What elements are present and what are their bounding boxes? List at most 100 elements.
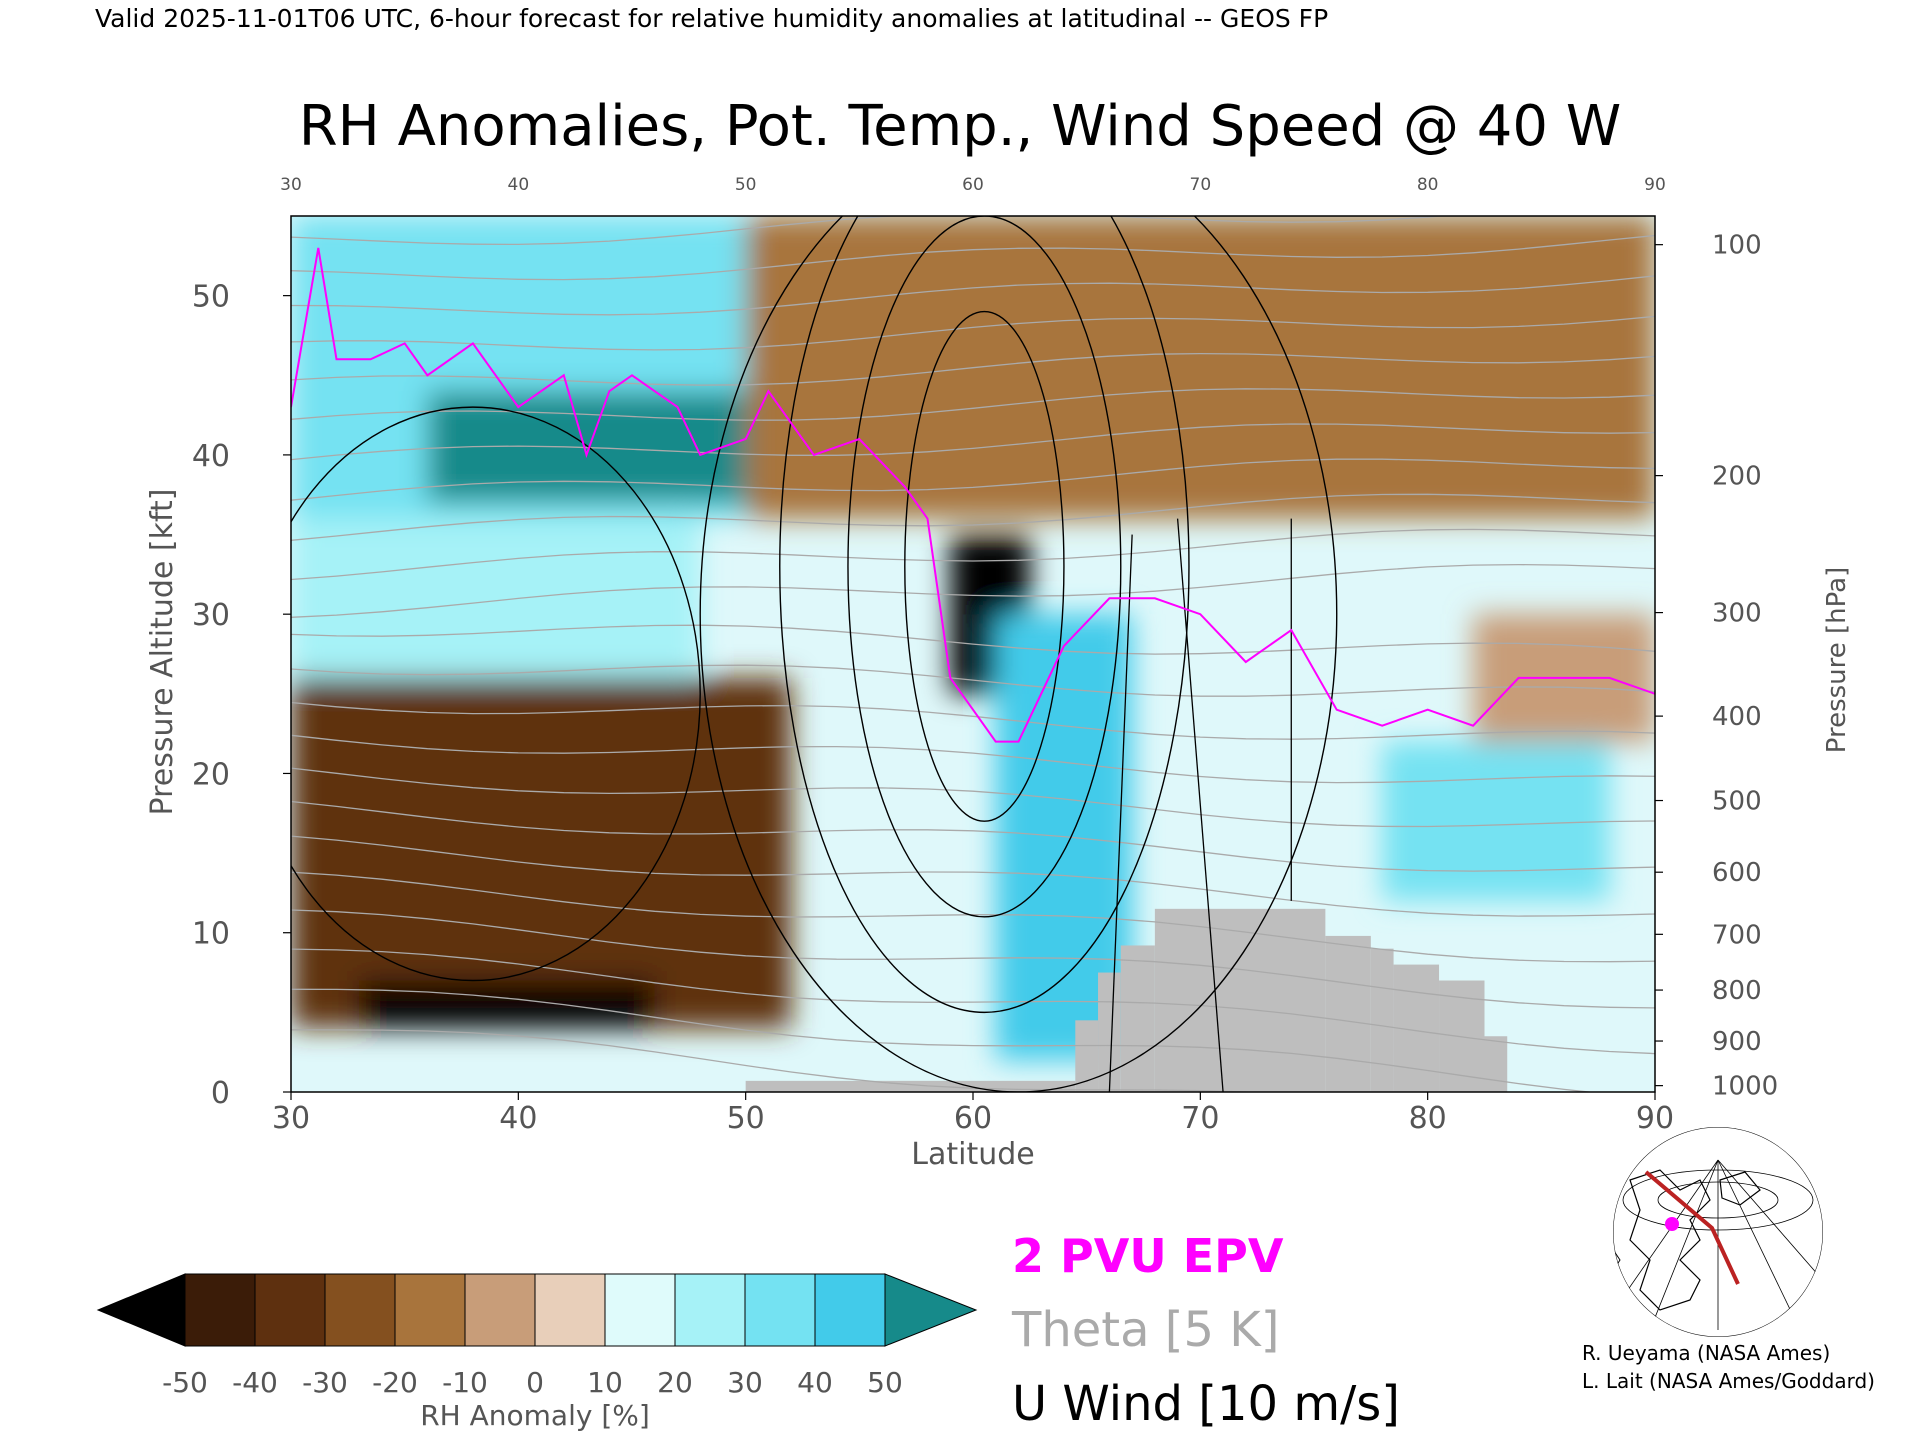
x-top-tick-label: 80 xyxy=(1417,175,1439,195)
pressure-tick-label: 700 xyxy=(1712,920,1762,950)
y-axis-label-right: Pressure [hPa] xyxy=(1822,567,1852,754)
colorbar-bin xyxy=(814,1273,886,1347)
terrain-mask xyxy=(745,908,1508,1092)
y-axis-label-left: Pressure Altitude [kft] xyxy=(145,489,180,816)
pressure-tick-label: 800 xyxy=(1712,976,1762,1006)
u-wind-contour xyxy=(779,216,1190,1013)
colorbar-bin xyxy=(324,1273,396,1347)
x-top-tick-label: 70 xyxy=(1190,175,1212,195)
y-tick-label: 10 xyxy=(192,917,230,952)
u-wind-contour xyxy=(699,216,1338,1092)
terrain-block xyxy=(1075,1020,1099,1092)
colorbar-tick-label: 30 xyxy=(727,1366,763,1399)
x-tick-label: 30 xyxy=(272,1101,310,1136)
terrain-block xyxy=(1120,945,1155,1092)
theta-contour xyxy=(291,909,1655,1009)
y-tick-label: 20 xyxy=(192,757,230,792)
u-wind-contour xyxy=(904,310,1065,822)
credit-line-1: R. Ueyama (NASA Ames) xyxy=(1582,1341,1830,1365)
theta-contour xyxy=(291,835,1655,917)
x-top-tick-label: 90 xyxy=(1644,175,1666,195)
legend-pv: 2 PVU EPV xyxy=(1012,1229,1284,1283)
terrain-block xyxy=(1484,1036,1508,1092)
pressure-tick-label: 300 xyxy=(1712,599,1762,629)
y-axis-pressure: 1000 900 800 700 600 500 400 300 200 100 xyxy=(1655,231,1778,1102)
theta-contour xyxy=(291,988,1595,1092)
y-tick-label: 30 xyxy=(192,598,230,633)
x-top-tick-label: 40 xyxy=(508,175,530,195)
colorbar-bin xyxy=(604,1273,676,1347)
x-tick-label: 70 xyxy=(1181,1101,1219,1136)
u-wind-contour xyxy=(1108,534,1133,1092)
x-tick-label: 40 xyxy=(499,1101,537,1136)
terrain-block xyxy=(1098,972,1121,1092)
x-tick-label: 50 xyxy=(727,1101,765,1136)
theta-contour xyxy=(291,315,1655,351)
theta-contour xyxy=(291,275,1655,316)
theta-contour xyxy=(291,493,1655,541)
rh-anomaly-field xyxy=(291,216,1655,1092)
legend-uwind: U Wind [10 m/s] xyxy=(1012,1376,1400,1432)
colorbar-tick-label: -30 xyxy=(302,1366,348,1399)
colorbar-tick-label: -40 xyxy=(232,1366,278,1399)
y-tick-label: 40 xyxy=(192,439,230,474)
x-top-tick-label: 30 xyxy=(280,175,302,195)
colorbar-bin xyxy=(674,1273,746,1347)
theta-contour xyxy=(291,234,1655,281)
colorbar-tick-label: 50 xyxy=(867,1366,903,1399)
colorbar-bin xyxy=(534,1273,606,1347)
colorbar-tick-label: -20 xyxy=(372,1366,418,1399)
pressure-tick-label: 100 xyxy=(1712,231,1762,261)
theta-contour xyxy=(291,388,1655,421)
colorbar-tick-label: 20 xyxy=(657,1366,693,1399)
pressure-tick-label: 500 xyxy=(1712,787,1762,817)
theta-contour xyxy=(291,423,1655,461)
colorbar-tick-label: 10 xyxy=(587,1366,623,1399)
rh-region-3 xyxy=(291,677,792,1029)
pressure-tick-label: 900 xyxy=(1712,1027,1762,1057)
theta-contour xyxy=(291,767,1655,828)
terrain-block xyxy=(745,1080,1076,1092)
colorbar-arrow-low xyxy=(96,1273,186,1347)
u-wind-contours xyxy=(291,216,1338,1092)
pressure-tick-label: 200 xyxy=(1712,462,1762,492)
location-map-inset xyxy=(1613,1127,1823,1337)
colorbar-bin xyxy=(394,1273,466,1347)
rh-region-4 xyxy=(359,980,655,1029)
x-tick-label: 60 xyxy=(954,1101,992,1136)
pressure-tick-label: 600 xyxy=(1712,858,1762,888)
pv-2pvu-line xyxy=(291,247,1655,743)
theta-contour xyxy=(291,624,1655,655)
colorbar-tick-label: -50 xyxy=(162,1366,208,1399)
credit-line-2: L. Lait (NASA Ames/Goddard) xyxy=(1582,1369,1875,1393)
y-tick-label: 50 xyxy=(192,280,230,315)
theta-contour xyxy=(291,458,1655,501)
x-top-tick-label: 60 xyxy=(962,175,984,195)
colorbar-bin xyxy=(744,1273,816,1347)
theta-contour xyxy=(291,664,1655,697)
theta-contour xyxy=(291,701,1655,740)
x-top-tick-label: 50 xyxy=(735,175,757,195)
theta-contour xyxy=(291,800,1655,872)
terrain-block xyxy=(1325,935,1371,1092)
pv-2pvu-curve xyxy=(291,247,1655,743)
theta-contour xyxy=(291,216,1449,246)
theta-contour xyxy=(291,563,1655,618)
theta-contour xyxy=(291,871,1655,963)
terrain-block xyxy=(1370,948,1394,1092)
legend-theta: Theta [5 K] xyxy=(1011,1302,1280,1358)
colorbar-bin xyxy=(184,1273,256,1347)
pressure-tick-label: 400 xyxy=(1712,702,1762,732)
y-axis-kft: 0 10 20 30 40 50 xyxy=(192,280,291,1111)
colorbar-tick-label: -10 xyxy=(442,1366,488,1399)
rh-region-8 xyxy=(1382,741,1610,901)
theta-contour xyxy=(291,1029,1258,1092)
colorbar-label: RH Anomaly [%] xyxy=(420,1399,650,1432)
y-tick-label: 0 xyxy=(211,1076,230,1111)
pressure-tick-label: 1000 xyxy=(1712,1072,1778,1102)
x-axis-label: Latitude xyxy=(911,1137,1034,1172)
x-tick-label: 80 xyxy=(1409,1101,1447,1136)
colorbar-tick-label: 0 xyxy=(526,1366,544,1399)
x-top-axis: 30 40 50 60 70 80 90 xyxy=(280,175,1666,195)
